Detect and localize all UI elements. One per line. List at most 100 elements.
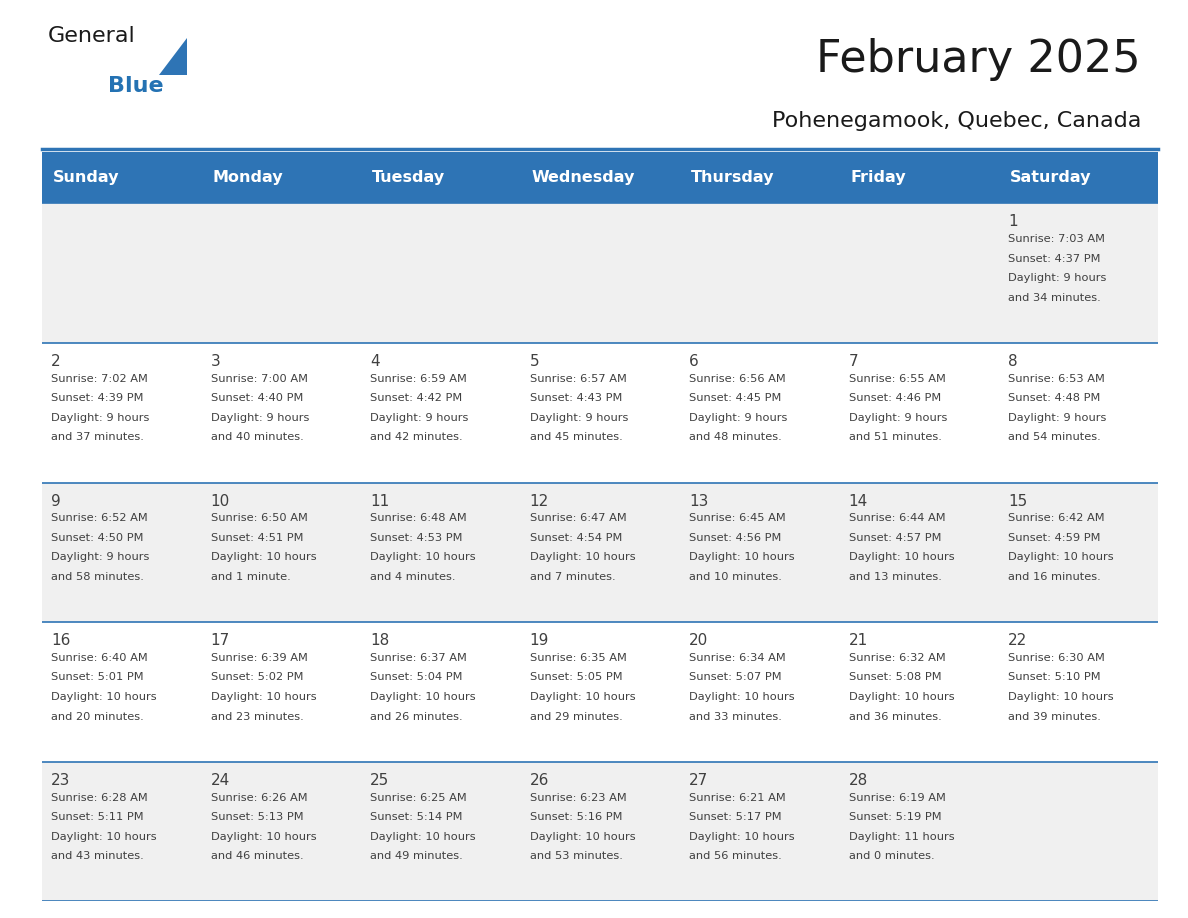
Text: Sunrise: 7:02 AM: Sunrise: 7:02 AM <box>51 374 148 384</box>
Text: Sunset: 5:07 PM: Sunset: 5:07 PM <box>689 673 782 682</box>
Text: Daylight: 9 hours: Daylight: 9 hours <box>1009 413 1107 423</box>
Bar <box>839 622 999 762</box>
Text: Sunrise: 6:45 AM: Sunrise: 6:45 AM <box>689 513 786 523</box>
Text: and 4 minutes.: and 4 minutes. <box>371 572 456 582</box>
Text: and 36 minutes.: and 36 minutes. <box>848 711 942 722</box>
Text: February 2025: February 2025 <box>816 38 1140 81</box>
Text: 18: 18 <box>371 633 390 648</box>
Bar <box>839 343 999 483</box>
Bar <box>361 762 520 901</box>
Bar <box>361 483 520 622</box>
Text: 20: 20 <box>689 633 708 648</box>
Text: Sunrise: 6:50 AM: Sunrise: 6:50 AM <box>210 513 308 523</box>
Text: and 34 minutes.: and 34 minutes. <box>1009 293 1101 303</box>
Text: Tuesday: Tuesday <box>372 171 446 185</box>
Text: Sunset: 5:08 PM: Sunset: 5:08 PM <box>848 673 941 682</box>
Bar <box>839 152 999 203</box>
Polygon shape <box>159 38 188 74</box>
Text: Daylight: 10 hours: Daylight: 10 hours <box>530 832 636 842</box>
Text: Sunrise: 6:44 AM: Sunrise: 6:44 AM <box>848 513 946 523</box>
Text: 19: 19 <box>530 633 549 648</box>
Text: 12: 12 <box>530 494 549 509</box>
Text: Sunrise: 7:03 AM: Sunrise: 7:03 AM <box>1009 234 1105 244</box>
Bar <box>999 622 1158 762</box>
Text: Sunset: 4:59 PM: Sunset: 4:59 PM <box>1009 532 1101 543</box>
Text: Sunrise: 6:21 AM: Sunrise: 6:21 AM <box>689 792 786 802</box>
Text: and 7 minutes.: and 7 minutes. <box>530 572 615 582</box>
Text: Pohenegamook, Quebec, Canada: Pohenegamook, Quebec, Canada <box>771 111 1140 131</box>
Text: Daylight: 9 hours: Daylight: 9 hours <box>210 413 309 423</box>
Bar <box>361 203 520 343</box>
Bar <box>201 622 361 762</box>
Bar <box>999 343 1158 483</box>
Text: and 56 minutes.: and 56 minutes. <box>689 851 782 861</box>
Text: and 54 minutes.: and 54 minutes. <box>1009 432 1101 442</box>
Bar <box>520 343 680 483</box>
Text: Sunrise: 6:39 AM: Sunrise: 6:39 AM <box>210 653 308 663</box>
Text: 3: 3 <box>210 354 221 369</box>
Bar <box>201 152 361 203</box>
Text: Daylight: 10 hours: Daylight: 10 hours <box>51 692 157 702</box>
Text: Sunset: 4:45 PM: Sunset: 4:45 PM <box>689 393 782 403</box>
Text: Sunset: 4:56 PM: Sunset: 4:56 PM <box>689 532 782 543</box>
Text: Daylight: 10 hours: Daylight: 10 hours <box>371 553 476 563</box>
Text: Sunrise: 6:52 AM: Sunrise: 6:52 AM <box>51 513 147 523</box>
Text: Sunrise: 6:57 AM: Sunrise: 6:57 AM <box>530 374 626 384</box>
Text: Sunrise: 6:19 AM: Sunrise: 6:19 AM <box>848 792 946 802</box>
Text: 21: 21 <box>848 633 868 648</box>
Text: 13: 13 <box>689 494 709 509</box>
Bar <box>42 343 201 483</box>
Text: 23: 23 <box>51 773 70 788</box>
Text: and 0 minutes.: and 0 minutes. <box>848 851 935 861</box>
Text: Sunrise: 6:35 AM: Sunrise: 6:35 AM <box>530 653 626 663</box>
Text: Daylight: 10 hours: Daylight: 10 hours <box>210 692 316 702</box>
Text: 4: 4 <box>371 354 380 369</box>
Bar <box>999 483 1158 622</box>
Text: and 48 minutes.: and 48 minutes. <box>689 432 782 442</box>
Text: Sunset: 5:19 PM: Sunset: 5:19 PM <box>848 812 941 823</box>
Text: Daylight: 10 hours: Daylight: 10 hours <box>210 553 316 563</box>
Text: 1: 1 <box>1009 215 1018 230</box>
Text: Daylight: 10 hours: Daylight: 10 hours <box>371 692 476 702</box>
Bar <box>42 483 201 622</box>
Text: Daylight: 10 hours: Daylight: 10 hours <box>1009 692 1114 702</box>
Text: 2: 2 <box>51 354 61 369</box>
Text: 5: 5 <box>530 354 539 369</box>
Text: and 1 minute.: and 1 minute. <box>210 572 290 582</box>
Text: Daylight: 10 hours: Daylight: 10 hours <box>530 553 636 563</box>
Bar <box>201 483 361 622</box>
Text: Sunset: 4:48 PM: Sunset: 4:48 PM <box>1009 393 1101 403</box>
Text: Sunrise: 6:40 AM: Sunrise: 6:40 AM <box>51 653 147 663</box>
Text: Sunset: 5:17 PM: Sunset: 5:17 PM <box>689 812 782 823</box>
Bar <box>361 622 520 762</box>
Bar <box>42 152 201 203</box>
Text: 14: 14 <box>848 494 868 509</box>
Bar <box>680 483 839 622</box>
Text: Sunset: 5:11 PM: Sunset: 5:11 PM <box>51 812 144 823</box>
Text: and 26 minutes.: and 26 minutes. <box>371 711 463 722</box>
Text: 11: 11 <box>371 494 390 509</box>
Bar <box>361 343 520 483</box>
Text: Sunset: 4:43 PM: Sunset: 4:43 PM <box>530 393 623 403</box>
Text: Sunset: 4:50 PM: Sunset: 4:50 PM <box>51 532 144 543</box>
Text: Thursday: Thursday <box>691 171 775 185</box>
Text: Sunset: 4:40 PM: Sunset: 4:40 PM <box>210 393 303 403</box>
Bar <box>839 762 999 901</box>
Bar <box>42 622 201 762</box>
Text: Sunset: 4:54 PM: Sunset: 4:54 PM <box>530 532 623 543</box>
Text: Sunset: 5:16 PM: Sunset: 5:16 PM <box>530 812 623 823</box>
Bar <box>680 203 839 343</box>
Text: Sunset: 5:02 PM: Sunset: 5:02 PM <box>210 673 303 682</box>
Bar <box>999 762 1158 901</box>
Text: and 20 minutes.: and 20 minutes. <box>51 711 144 722</box>
Bar <box>520 622 680 762</box>
Bar <box>680 762 839 901</box>
Text: 22: 22 <box>1009 633 1028 648</box>
Text: and 49 minutes.: and 49 minutes. <box>371 851 463 861</box>
Text: 24: 24 <box>210 773 230 788</box>
Bar <box>999 152 1158 203</box>
Text: 15: 15 <box>1009 494 1028 509</box>
Text: and 10 minutes.: and 10 minutes. <box>689 572 782 582</box>
Text: Sunrise: 6:56 AM: Sunrise: 6:56 AM <box>689 374 786 384</box>
Text: and 29 minutes.: and 29 minutes. <box>530 711 623 722</box>
